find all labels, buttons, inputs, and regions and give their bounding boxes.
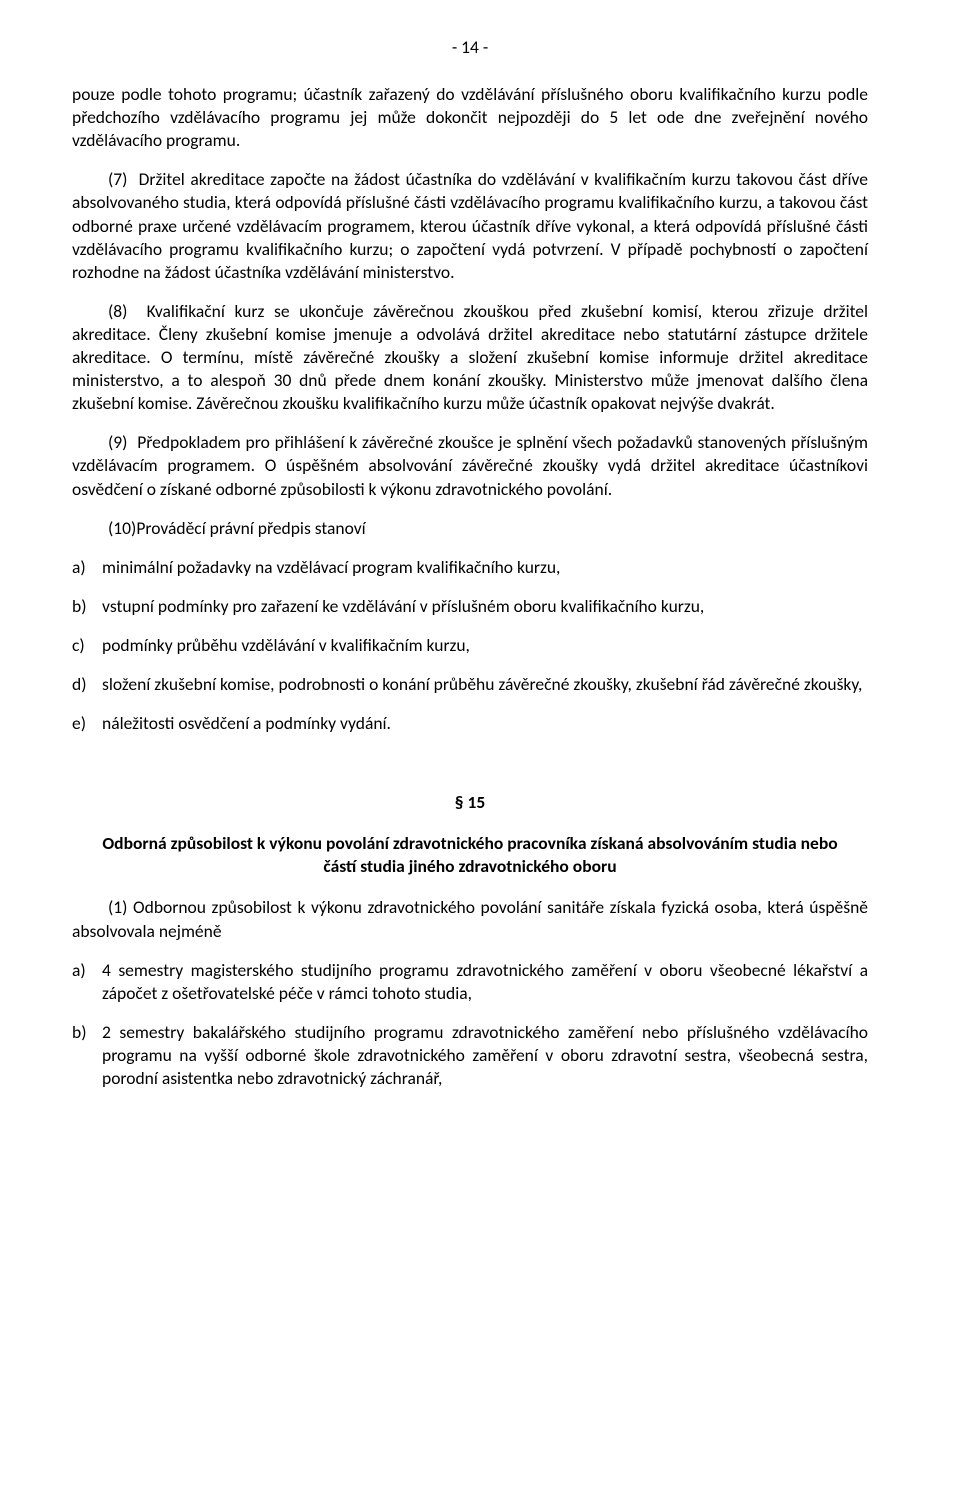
- page-number: - 14 -: [72, 36, 868, 59]
- list-item: a) 4 semestry magisterského studijního p…: [72, 959, 868, 1005]
- paragraph: (9) Předpokladem pro přihlášení k závěre…: [72, 431, 868, 500]
- list-text: vstupní podmínky pro zařazení ke vzděláv…: [102, 595, 868, 618]
- section-number: § 15: [72, 791, 868, 814]
- list-text: podmínky průběhu vzdělávání v kvalifikač…: [102, 634, 868, 657]
- list-marker: c): [72, 634, 102, 657]
- list-item: a) minimální požadavky na vzdělávací pro…: [72, 556, 868, 579]
- list-text: náležitosti osvědčení a podmínky vydání.: [102, 712, 868, 735]
- paragraph: (7) Držitel akreditace započte na žádost…: [72, 168, 868, 283]
- paragraph: (8) Kvalifikační kurz se ukončuje závěre…: [72, 300, 868, 415]
- list-marker: d): [72, 673, 102, 696]
- list-text: 4 semestry magisterského studijního prog…: [102, 959, 868, 1005]
- document-page: - 14 - pouze podle tohoto programu; účas…: [0, 0, 960, 1485]
- list-marker: a): [72, 959, 102, 1005]
- list-marker: b): [72, 595, 102, 618]
- paragraph: pouze podle tohoto programu; účastník za…: [72, 83, 868, 152]
- list-marker: a): [72, 556, 102, 579]
- list-marker: e): [72, 712, 102, 735]
- list-text: 2 semestry bakalářského studijního progr…: [102, 1021, 868, 1090]
- list-item: e) náležitosti osvědčení a podmínky vydá…: [72, 712, 868, 735]
- paragraph: (10)Prováděcí právní předpis stanoví: [72, 517, 868, 540]
- list-text: složení zkušební komise, podrobnosti o k…: [102, 673, 868, 696]
- list-item: b) vstupní podmínky pro zařazení ke vzdě…: [72, 595, 868, 618]
- paragraph: (1) Odbornou způsobilost k výkonu zdravo…: [72, 896, 868, 942]
- list-text: minimální požadavky na vzdělávací progra…: [102, 556, 868, 579]
- list-marker: b): [72, 1021, 102, 1090]
- list-item: b) 2 semestry bakalářského studijního pr…: [72, 1021, 868, 1090]
- list-item: c) podmínky průběhu vzdělávání v kvalifi…: [72, 634, 868, 657]
- section-title: Odborná způsobilost k výkonu povolání zd…: [72, 832, 868, 878]
- ordered-list: a) minimální požadavky na vzdělávací pro…: [72, 556, 868, 735]
- list-item: d) složení zkušební komise, podrobnosti …: [72, 673, 868, 696]
- ordered-list: a) 4 semestry magisterského studijního p…: [72, 959, 868, 1090]
